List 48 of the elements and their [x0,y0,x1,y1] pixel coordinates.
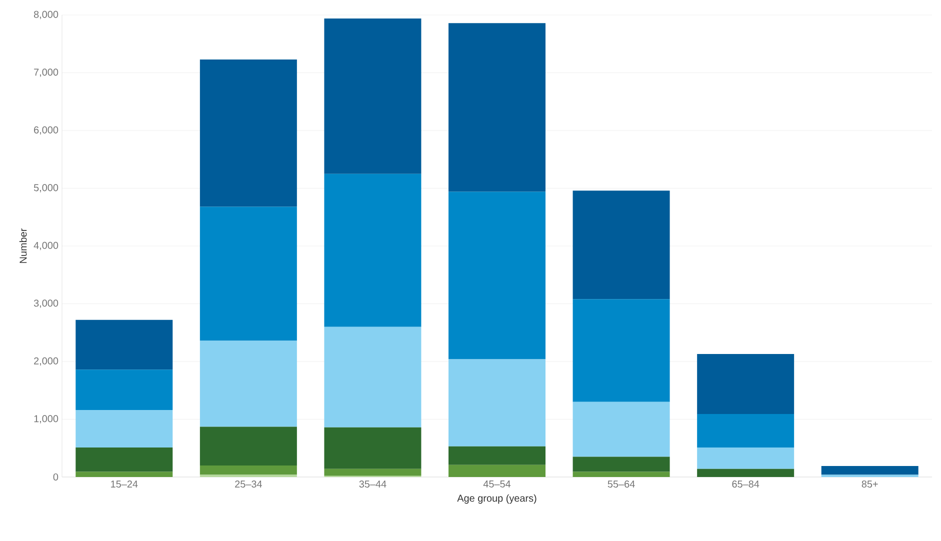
bar [324,326,422,428]
bar [572,456,670,472]
bar [200,340,297,427]
y-tick-label: 7,000 [34,68,58,77]
bar [697,354,794,414]
bar [448,23,546,192]
x-axis-title: Age group (years) [457,494,536,504]
bar [76,320,173,370]
y-tick-label: 3,000 [34,300,58,308]
y-tick-label: 0 [53,473,58,481]
bar [200,426,297,466]
x-tick-label: 45–54 [483,480,511,488]
bar [324,18,422,174]
bar [324,427,422,469]
x-tick-label: 15–24 [111,480,138,488]
x-tick-label: 55–64 [608,480,635,488]
y-axis-title: Number [19,228,27,263]
y-tick-label: 5,000 [34,184,58,192]
bar [697,448,794,469]
bar [448,446,546,465]
bar [200,59,297,207]
y-tick-label: 8,000 [34,10,58,20]
bar [821,466,918,475]
bar [572,299,670,402]
y-tick-label: 1,000 [34,415,58,424]
bar [572,402,670,457]
bar [200,465,297,475]
y-tick-label: 6,000 [34,126,58,135]
bar [76,410,173,448]
bar [324,174,422,327]
bar [572,472,670,477]
x-tick-label: 25–34 [235,480,262,488]
bar [76,448,173,472]
x-tick-label: 65–84 [732,480,760,488]
bar [200,206,297,341]
x-tick-label: 35–44 [359,480,386,488]
bar [572,190,670,300]
bar [697,468,794,477]
bar [324,468,422,476]
bar [76,472,173,477]
bar [697,414,794,448]
bar [76,370,173,410]
bar [448,359,546,446]
x-tick-label: 85+ [862,480,878,488]
bar [448,192,546,360]
y-tick-label: 4,000 [34,242,58,250]
y-tick-label: 2,000 [34,357,58,366]
bar [448,464,546,477]
